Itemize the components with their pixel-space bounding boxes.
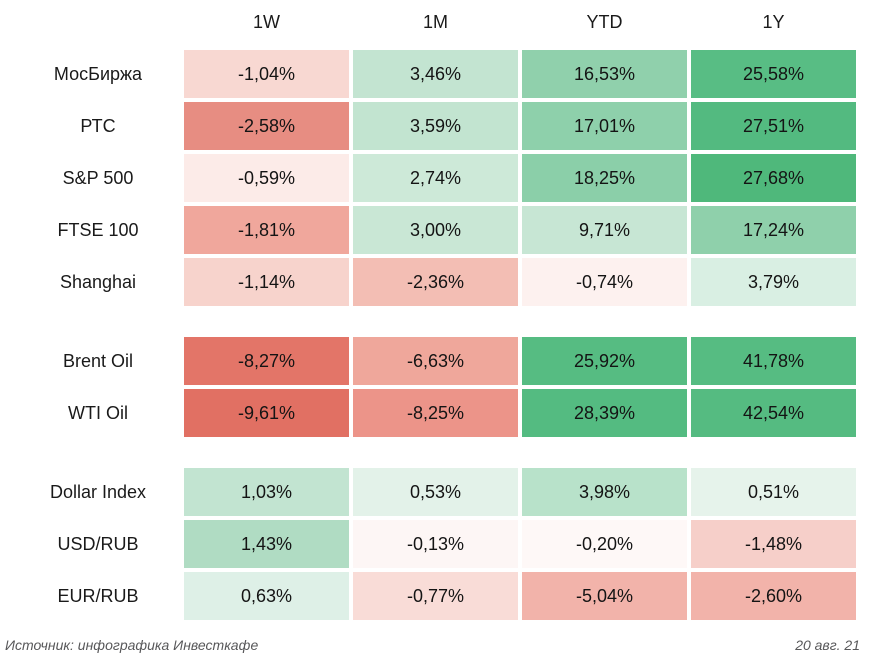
heatmap-cell: 3,98%	[522, 468, 687, 516]
column-header: 1Y	[762, 12, 785, 32]
column-header: YTD	[586, 12, 623, 32]
heatmap-cell: 18,25%	[522, 154, 687, 202]
row-label: Shanghai	[59, 271, 137, 292]
row-label: РТС	[80, 115, 116, 136]
table-row: РТС -2,58% 3,59% 17,01% 27,51%	[0, 102, 865, 150]
heatmap-cell: -6,63%	[353, 337, 518, 385]
heatmap-cell: 17,24%	[691, 206, 856, 254]
heatmap-cell: -2,36%	[353, 258, 518, 306]
heatmap-cell: -9,61%	[184, 389, 349, 437]
heatmap-cell: -0,74%	[522, 258, 687, 306]
table-row: EUR/RUB 0,63% -0,77% -5,04% -2,60%	[0, 572, 865, 620]
heatmap-cell: -2,58%	[184, 102, 349, 150]
heatmap-cell: 9,71%	[522, 206, 687, 254]
section-spacer	[0, 441, 865, 464]
table-row: S&P 500 -0,59% 2,74% 18,25% 27,68%	[0, 154, 865, 202]
heatmap-cell: -1,81%	[184, 206, 349, 254]
footer-date: 20 авг. 21	[795, 637, 860, 653]
heatmap-cell: -1,14%	[184, 258, 349, 306]
heatmap-cell: -2,60%	[691, 572, 856, 620]
heatmap-cell: -1,48%	[691, 520, 856, 568]
heatmap-cell: 28,39%	[522, 389, 687, 437]
heatmap-cell: 0,53%	[353, 468, 518, 516]
heatmap-cell: 2,74%	[353, 154, 518, 202]
column-header: 1W	[253, 12, 280, 32]
heatmap-cell: -0,13%	[353, 520, 518, 568]
heatmap-cell: -0,59%	[184, 154, 349, 202]
row-label: Brent Oil	[62, 350, 134, 371]
heatmap-cell: 42,54%	[691, 389, 856, 437]
heatmap-cell: 27,51%	[691, 102, 856, 150]
heatmap-cell: 41,78%	[691, 337, 856, 385]
heatmap-cell: 27,68%	[691, 154, 856, 202]
table-row: WTI Oil -9,61% -8,25% 28,39% 42,54%	[0, 389, 865, 437]
row-label: FTSE 100	[57, 219, 139, 240]
row-label: Dollar Index	[49, 481, 147, 502]
table-row: Shanghai -1,14% -2,36% -0,74% 3,79%	[0, 258, 865, 306]
column-header: 1M	[422, 12, 448, 32]
row-label: EUR/RUB	[57, 585, 139, 606]
heatmap-cell: 1,03%	[184, 468, 349, 516]
table-row: USD/RUB 1,43% -0,13% -0,20% -1,48%	[0, 520, 865, 568]
heatmap-cell: -5,04%	[522, 572, 687, 620]
row-label: S&P 500	[62, 167, 134, 188]
heatmap-cell: 16,53%	[522, 50, 687, 98]
heatmap-cell: 0,63%	[184, 572, 349, 620]
heatmap-cell: 3,59%	[353, 102, 518, 150]
heatmap-cell: -8,25%	[353, 389, 518, 437]
table-row: FTSE 100 -1,81% 3,00% 9,71% 17,24%	[0, 206, 865, 254]
heatmap-cell: -8,27%	[184, 337, 349, 385]
column-header-row: 1W 1M YTD 1Y	[0, 6, 865, 46]
footer: Источник: инфографика Инвесткафе 20 авг.…	[0, 637, 865, 653]
heatmap-cell: -0,20%	[522, 520, 687, 568]
heatmap-table: 1W 1M YTD 1Y МосБиржа -1,04% 3,46% 16,53% 25,58%…	[0, 6, 865, 620]
footer-source: Источник: инфографика Инвесткафе	[5, 637, 259, 653]
section-spacer	[0, 310, 865, 333]
heatmap-cell: 0,51%	[691, 468, 856, 516]
heatmap-cell: 25,58%	[691, 50, 856, 98]
heatmap-cell: 25,92%	[522, 337, 687, 385]
row-label: МосБиржа	[53, 63, 143, 84]
heatmap-cell: 3,00%	[353, 206, 518, 254]
heatmap-cell: -0,77%	[353, 572, 518, 620]
table-row: Brent Oil -8,27% -6,63% 25,92% 41,78%	[0, 337, 865, 385]
table-row: МосБиржа -1,04% 3,46% 16,53% 25,58%	[0, 50, 865, 98]
heatmap-cell: 3,46%	[353, 50, 518, 98]
row-label: WTI Oil	[68, 402, 128, 423]
heatmap-cell: 3,79%	[691, 258, 856, 306]
row-label: USD/RUB	[57, 533, 139, 554]
heatmap-cell: 17,01%	[522, 102, 687, 150]
table-row: Dollar Index 1,03% 0,53% 3,98% 0,51%	[0, 468, 865, 516]
heatmap-cell: 1,43%	[184, 520, 349, 568]
heatmap-cell: -1,04%	[184, 50, 349, 98]
